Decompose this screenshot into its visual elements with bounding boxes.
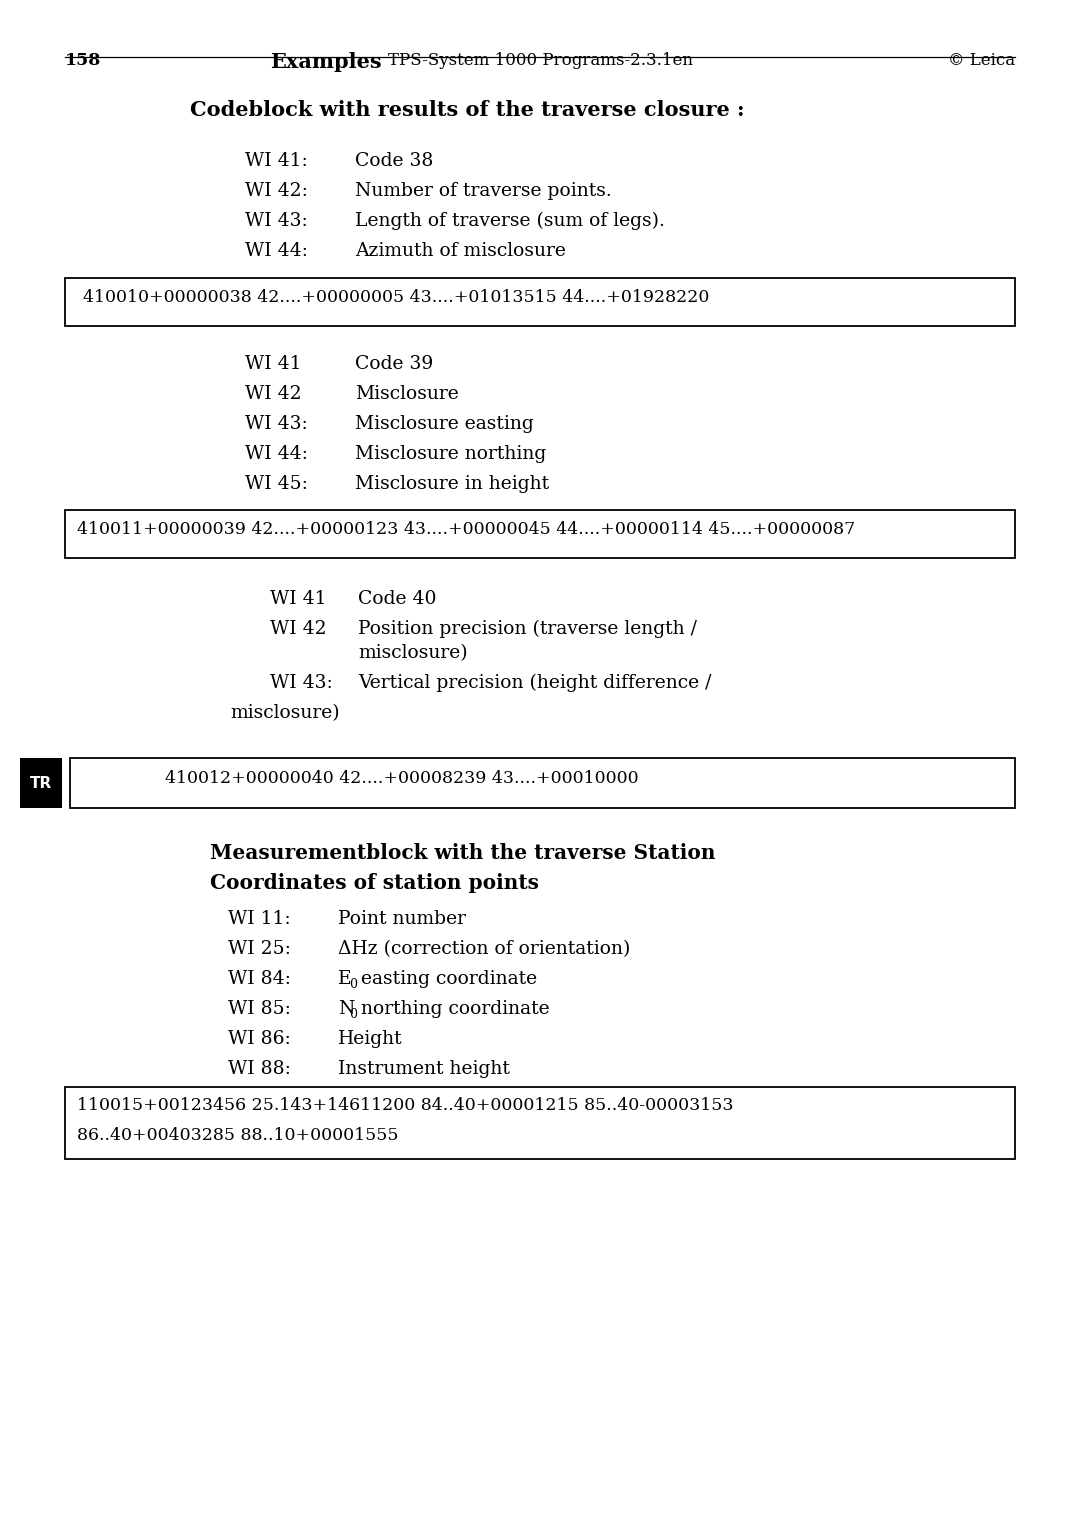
Text: WI 44:: WI 44: [245,445,308,463]
Text: 410010+00000038 42....+00000005 43....+01013515 44....+01928220: 410010+00000038 42....+00000005 43....+0… [83,289,710,306]
Text: TPS-System 1000 Programs-2.3.1en: TPS-System 1000 Programs-2.3.1en [388,52,692,69]
Text: Codeblock with results of the traverse closure :: Codeblock with results of the traverse c… [190,99,744,119]
Text: Height: Height [338,1031,403,1047]
Text: easting coordinate: easting coordinate [355,969,537,988]
Text: WI 42:: WI 42: [245,182,308,200]
Text: WI 41: WI 41 [245,355,301,373]
Text: WI 42: WI 42 [270,619,326,638]
Text: WI 42: WI 42 [245,385,301,404]
Text: WI 25:: WI 25: [228,940,291,959]
Text: Instrument height: Instrument height [338,1060,510,1078]
Bar [21,758,62,807]
Text: WI 88:: WI 88: [228,1060,291,1078]
Text: WI 41:: WI 41: [245,151,308,170]
Text: Coordinates of station points: Coordinates of station points [210,873,539,893]
Text: Misclosure northing: Misclosure northing [355,445,546,463]
Text: WI 84:: WI 84: [228,969,291,988]
Text: Measurementblock with the traverse Station: Measurementblock with the traverse Stati… [210,842,715,862]
Bar [65,511,1015,558]
Text: 410011+00000039 42....+00000123 43....+00000045 44....+00000114 45....+00000087: 410011+00000039 42....+00000123 43....+0… [77,521,855,538]
Text: Vertical precision (height difference /: Vertical precision (height difference / [357,674,712,693]
Text: Number of traverse points.: Number of traverse points. [355,182,611,200]
Text: 410012+00000040 42....+00008239 43....+00010000: 410012+00000040 42....+00008239 43....+0… [165,771,638,787]
Bar [65,1087,1015,1159]
Text: WI 85:: WI 85: [228,1000,291,1018]
Text: northing coordinate: northing coordinate [355,1000,550,1018]
Text: Length of traverse (sum of legs).: Length of traverse (sum of legs). [355,213,665,231]
Text: Misclosure: Misclosure [355,385,459,404]
Text: Position precision (traverse length /: Position precision (traverse length / [357,619,697,638]
Text: Misclosure easting: Misclosure easting [355,414,534,433]
Text: WI 43:: WI 43: [245,213,308,229]
Text: Azimuth of misclosure: Azimuth of misclosure [355,242,566,260]
Text: Code 40: Code 40 [357,590,436,609]
Text: 0: 0 [349,979,357,991]
Text: Misclosure in height: Misclosure in height [355,476,549,492]
Text: WI 11:: WI 11: [228,910,291,928]
Text: WI 43:: WI 43: [245,414,308,433]
Text: 0: 0 [349,1008,357,1021]
Text: © Leica: © Leica [948,52,1015,69]
Text: WI 41: WI 41 [270,590,326,609]
Text: ΔHz (correction of orientation): ΔHz (correction of orientation) [338,940,631,959]
Bar [70,758,1015,807]
Bar [65,278,1015,326]
Text: TR: TR [30,775,52,790]
Text: WI 45:: WI 45: [245,476,308,492]
Text: E: E [338,969,352,988]
Text: WI 43:: WI 43: [270,674,333,693]
Text: N: N [338,1000,354,1018]
Text: misclosure): misclosure) [357,644,468,662]
Text: WI 44:: WI 44: [245,242,308,260]
Text: Point number: Point number [338,910,465,928]
Text: misclosure): misclosure) [230,703,339,722]
Text: Examples: Examples [270,52,381,72]
Text: Code 38: Code 38 [355,151,433,170]
Text: 86..40+00403285 88..10+00001555: 86..40+00403285 88..10+00001555 [77,1127,399,1144]
Text: 158: 158 [65,52,102,69]
Text: Code 39: Code 39 [355,355,433,373]
Text: 110015+00123456 25.143+14611200 84..40+00001215 85..40-00003153: 110015+00123456 25.143+14611200 84..40+0… [77,1096,733,1115]
Text: WI 86:: WI 86: [228,1031,291,1047]
